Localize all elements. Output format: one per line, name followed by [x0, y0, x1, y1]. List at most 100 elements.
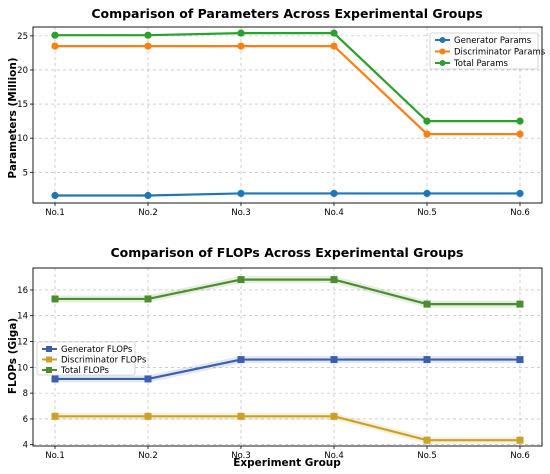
legend-swatch-marker	[46, 346, 52, 352]
data-point	[51, 191, 59, 200]
data-point	[237, 189, 245, 198]
series-glow-total-flops	[55, 276, 520, 308]
legend-item: Discriminator FLOPs	[42, 356, 147, 366]
x-tick-labels: No.1 No.2 No.3 No.4 No.5 No.6	[45, 203, 530, 218]
y-tick-label: 14	[17, 312, 28, 322]
y-axis-label: Parameters (Million)	[7, 57, 19, 178]
plot-frame	[32, 26, 543, 204]
data-point	[423, 356, 431, 364]
x-tick-label: No.1	[45, 208, 65, 218]
data-point	[237, 276, 245, 284]
data-point	[144, 375, 152, 383]
legend-label: Generator FLOPs	[61, 345, 133, 355]
data-point	[51, 42, 59, 50]
data-point	[330, 42, 338, 50]
x-axis-label: Experiment Group	[233, 457, 341, 469]
data-point	[423, 300, 431, 308]
data-point	[516, 300, 524, 308]
data-point	[516, 117, 524, 125]
legend-item: Total FLOPs	[42, 366, 110, 376]
data-point	[144, 42, 152, 50]
data-point	[51, 31, 59, 39]
y-tick-label: 5	[23, 168, 28, 178]
y-tick-label: 20	[17, 66, 28, 76]
y-tick-label: 15	[17, 100, 28, 110]
legend-item: Generator FLOPs	[42, 345, 133, 355]
series-line-discriminator-flops	[55, 415, 520, 442]
x-tick-label: No.6	[510, 208, 530, 218]
y-tick-labels: 5 10 15 20 25	[17, 32, 33, 178]
series-line-generator-params	[55, 192, 520, 197]
data-point	[330, 412, 338, 420]
x-tick-label: No.4	[324, 451, 344, 461]
series-markers	[51, 29, 524, 200]
legend-label: Total Params	[453, 59, 508, 69]
series-line-discriminator-params	[55, 45, 520, 136]
legend-swatch-marker	[46, 356, 52, 363]
legend-label: Generator Params	[454, 36, 532, 46]
x-tick-label: No.1	[45, 451, 65, 461]
flops-chart: Comparison of FLOPs Across Experimental …	[7, 245, 543, 469]
y-tick-label: 6	[23, 415, 28, 425]
legend-label: Total FLOPs	[60, 366, 110, 376]
y-tick-label: 12	[17, 338, 28, 348]
series-lines	[55, 276, 520, 444]
legend: Generator Params Discriminator ParamsTota…	[429, 32, 546, 70]
x-tick-label: No.5	[417, 451, 437, 461]
legend-swatch-marker	[439, 60, 446, 66]
data-point	[516, 356, 524, 364]
y-tick-labels: 4 6 8 10 12 14 16	[17, 286, 33, 451]
data-point	[144, 295, 152, 303]
y-axis-label: FLOPs (Giga)	[7, 318, 19, 394]
chart-title: Comparison of FLOPs Across Experimental …	[111, 245, 464, 260]
data-point	[423, 130, 431, 138]
y-tick-label: 8	[23, 389, 28, 399]
x-tick-label: No.3	[231, 208, 251, 218]
data-point	[330, 356, 338, 364]
x-tick-labels: No.1 No.2 No.3 No.4 No.5 No.6	[45, 446, 530, 461]
series-glow-discriminator-flops	[55, 412, 520, 444]
data-point	[51, 375, 59, 383]
legend-box	[429, 32, 539, 70]
data-point	[423, 436, 431, 444]
x-tick-label: No.5	[417, 208, 437, 218]
series-line-generator-flops	[55, 358, 520, 381]
x-tick-label: No.2	[138, 208, 158, 218]
series-line-total-params	[55, 32, 520, 123]
chart-title: Comparison of Parameters Across Experime…	[91, 6, 482, 21]
data-point	[237, 29, 245, 37]
data-point	[144, 191, 152, 200]
data-point	[237, 42, 245, 50]
data-point	[330, 189, 338, 198]
series-line-total-flops	[55, 278, 520, 306]
y-tick-label: 4	[23, 441, 28, 451]
legend-item: Generator Params	[435, 36, 532, 46]
y-tick-label: 10	[17, 134, 28, 144]
data-point	[423, 117, 431, 125]
legend-item: Discriminator Params	[435, 48, 546, 58]
y-tick-label: 10	[17, 363, 28, 373]
y-tick-label: 25	[17, 32, 28, 42]
data-point	[516, 130, 524, 138]
data-point	[51, 295, 59, 303]
legend-swatch-marker	[439, 48, 446, 55]
data-point	[516, 189, 524, 198]
legend-box	[36, 341, 136, 376]
data-point	[516, 436, 524, 444]
data-point	[144, 31, 152, 39]
data-point	[423, 189, 431, 198]
legend-swatch-marker	[46, 367, 52, 373]
x-tick-label: No.6	[510, 451, 530, 461]
series-lines	[55, 32, 520, 197]
legend-swatch-marker	[439, 37, 446, 43]
legend-label: Discriminator FLOPs	[61, 356, 147, 366]
data-point	[330, 276, 338, 284]
data-point	[330, 29, 338, 37]
plot-frame	[32, 267, 543, 447]
x-tick-label: No.2	[138, 451, 158, 461]
y-tick-label: 16	[17, 286, 28, 296]
series-markers	[51, 276, 524, 444]
data-point	[237, 412, 245, 420]
